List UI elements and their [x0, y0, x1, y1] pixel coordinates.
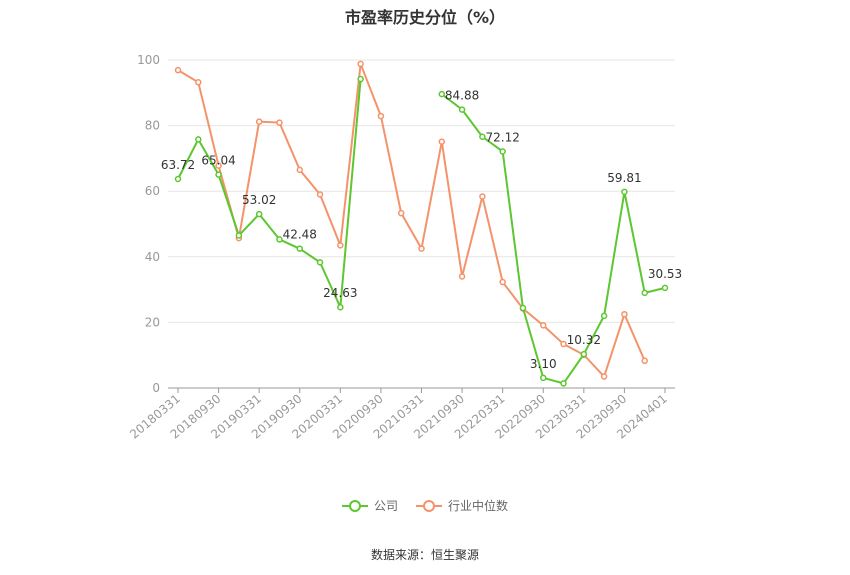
series-line-company	[441, 93, 666, 385]
legend-item-industry[interactable]: 行业中位数	[416, 497, 508, 514]
data-point-company	[276, 236, 283, 243]
data-point-company	[600, 312, 608, 320]
data-point-industry	[458, 273, 466, 280]
data-point-industry	[255, 118, 263, 125]
chart-legend: 公司 行业中位数	[0, 497, 850, 514]
legend-industry-marker	[416, 499, 442, 512]
data-label-company: 3.10	[530, 357, 557, 371]
data-point-company	[235, 232, 243, 239]
data-point-company	[580, 350, 588, 358]
series-line-industry	[177, 62, 646, 378]
data-point-company	[296, 245, 303, 252]
data-point-industry	[479, 193, 486, 200]
data-label-company: 42.48	[283, 228, 317, 242]
y-tick-label: 80	[145, 119, 160, 133]
data-point-industry	[418, 245, 425, 252]
data-point-company	[519, 304, 527, 312]
data-point-company	[641, 289, 648, 297]
y-tick-label: 100	[137, 53, 160, 67]
data-point-company	[661, 284, 669, 292]
data-point-industry	[438, 138, 446, 145]
y-tick-label: 0	[152, 381, 160, 395]
data-label-company: 24.63	[323, 286, 357, 300]
data-point-industry	[499, 278, 506, 286]
data-point-industry	[377, 112, 385, 120]
y-tick-label: 20	[145, 315, 160, 329]
data-point-industry	[174, 66, 182, 74]
data-point-industry	[600, 373, 608, 380]
data-point-company	[337, 303, 344, 311]
data-point-industry	[560, 340, 567, 348]
data-point-industry	[195, 79, 202, 86]
data-point-industry	[337, 242, 344, 249]
data-point-company	[174, 175, 182, 183]
data-source: 数据来源：恒生聚源	[370, 548, 479, 562]
data-point-company	[621, 188, 628, 196]
data-point-industry	[357, 60, 364, 68]
data-label-company: 72.12	[485, 130, 519, 144]
data-point-industry	[397, 209, 405, 217]
y-tick-label: 40	[145, 250, 160, 264]
data-point-company	[560, 380, 567, 387]
series-line-company	[177, 78, 362, 309]
data-label-company: 65.04	[201, 154, 235, 168]
data-point-company	[458, 106, 466, 113]
data-point-company	[540, 374, 547, 382]
data-point-company	[215, 171, 222, 178]
data-label-company: 63.72	[161, 158, 195, 172]
data-point-industry	[641, 357, 648, 365]
legend-company-label: 公司	[373, 499, 398, 513]
data-point-industry	[540, 322, 547, 329]
legend-item-company[interactable]: 公司	[341, 497, 398, 514]
data-point-company	[255, 210, 263, 218]
pe-percentile-chart: 0204060801002018033120180930201903312019…	[127, 53, 682, 442]
data-label-company: 10.32	[567, 333, 601, 347]
data-point-industry	[316, 191, 324, 198]
data-point-company	[479, 133, 486, 141]
data-point-industry	[276, 119, 283, 126]
chart-title: 市盈率历史分位（%）	[344, 8, 506, 27]
legend-industry-label: 行业中位数	[448, 499, 509, 513]
data-point-company	[438, 90, 446, 98]
data-label-company: 30.53	[648, 267, 682, 281]
data-point-industry	[296, 166, 303, 174]
y-tick-label: 60	[145, 184, 160, 198]
legend-company-marker	[341, 499, 368, 512]
data-point-company	[357, 75, 364, 83]
data-point-company	[316, 259, 324, 266]
data-label-company: 59.81	[607, 171, 641, 185]
data-point-company	[499, 148, 506, 155]
data-point-industry	[215, 162, 222, 169]
data-point-industry	[621, 310, 628, 318]
data-label-company: 53.02	[242, 193, 276, 207]
data-label-company: 84.88	[445, 89, 479, 103]
data-point-company	[195, 136, 202, 143]
